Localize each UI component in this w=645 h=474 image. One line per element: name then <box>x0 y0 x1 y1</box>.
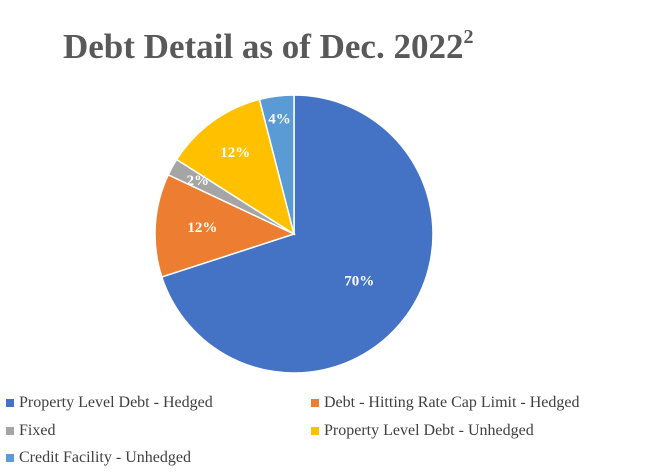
pie-slice <box>160 94 434 374</box>
chart-title: Debt Detail as of Dec. 20222 <box>63 26 473 68</box>
pie-slice <box>154 173 297 278</box>
pie-data-label: 4% <box>268 112 291 128</box>
pie-data-label: 2% <box>187 173 210 189</box>
pie-slice <box>175 98 296 236</box>
pie-data-label: 70% <box>344 273 374 289</box>
chart-title-footnote: 2 <box>463 26 474 49</box>
chart-title-text: Debt Detail as of Dec. 2022 <box>63 27 464 66</box>
pie-slices <box>154 94 434 374</box>
pie-data-labels: 70% 12% 2% 12% 4% <box>187 112 375 290</box>
pie-data-label: 12% <box>187 220 217 236</box>
pie-data-label: 12% <box>220 145 250 161</box>
pie-slice <box>258 94 295 235</box>
